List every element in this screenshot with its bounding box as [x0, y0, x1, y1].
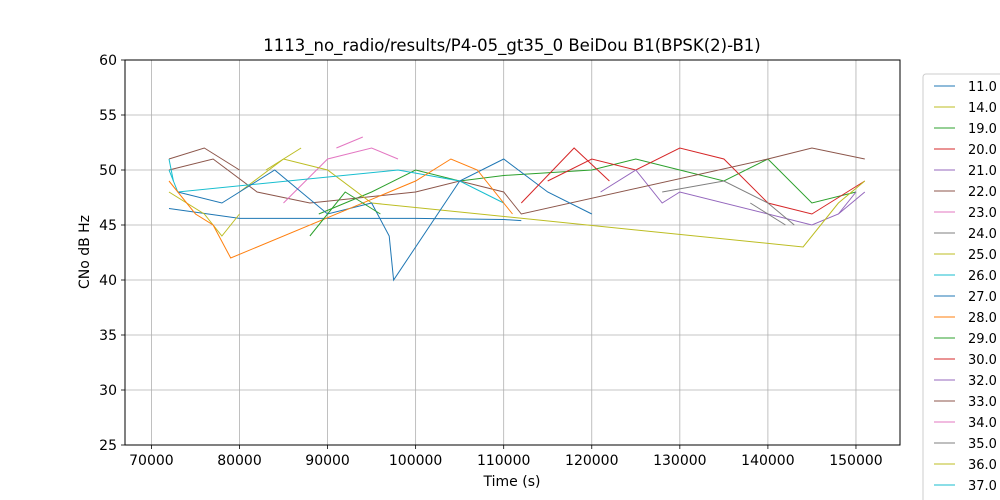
legend-entry-label: 28.0: [968, 311, 997, 326]
series-line-20.0: [547, 147, 866, 215]
legend-entry-label: 22.0: [968, 185, 997, 200]
y-tick-label: 45: [99, 218, 117, 234]
legend: 11.0 14.0 19.0 20.0 21.0 22.0 23.0 24.0 25.0 26.0…: [922, 73, 1000, 500]
legend-entry-label: 35.0: [968, 437, 997, 452]
series-lines: [168, 136, 866, 282]
legend-entry-label: 20.0: [968, 143, 997, 158]
axis-ticks: 70000 80000 90000 100000 110000 120000 130000 1…: [99, 53, 883, 469]
series-line-28.0: [168, 158, 513, 259]
y-tick-label: 55: [99, 108, 117, 124]
series-line-26.0: [168, 169, 504, 204]
legend-entry-label: 14.0: [968, 101, 997, 116]
series-line-21.0: [600, 169, 866, 226]
plot-area: [124, 59, 901, 446]
series-line-23.0: [283, 147, 399, 204]
legend-entry-label: 27.0: [968, 290, 997, 305]
legend-entry-label: 23.0: [968, 206, 997, 221]
y-tick-label: 30: [99, 383, 117, 399]
x-tick-label: 70000: [129, 453, 174, 469]
legend-entry-label: 25.0: [968, 248, 997, 263]
x-tick-label: 150000: [829, 453, 882, 469]
x-tick-label: 110000: [477, 453, 530, 469]
series-line-34.0: [336, 136, 363, 149]
legend-entry-label: 36.0: [968, 458, 997, 473]
legend-entry-label: 33.0: [968, 395, 997, 410]
legend-entry-label: 26.0: [968, 269, 997, 284]
legend-box: [922, 73, 1000, 500]
y-tick-label: 35: [99, 328, 117, 344]
y-tick-label: 50: [99, 163, 117, 179]
series-line-36.0: [265, 147, 302, 171]
series-line-37.0: [168, 158, 174, 182]
x-tick-label: 80000: [217, 453, 262, 469]
series-line-32.0: [838, 191, 857, 215]
grid-lines: [125, 59, 900, 446]
legend-entry-label: 29.0: [968, 332, 997, 347]
series-line-29.0: [309, 191, 381, 237]
legend-entry-label: 34.0: [968, 416, 997, 431]
series-line-27.0: [177, 158, 593, 282]
y-tick-label: 25: [99, 438, 117, 454]
series-line-24.0: [662, 180, 795, 226]
series-line-30.0: [520, 147, 610, 204]
x-tick-label: 100000: [389, 453, 442, 469]
x-axis-label: Time (s): [483, 474, 541, 490]
legend-entry-label: 21.0: [968, 164, 997, 179]
x-tick-label: 130000: [653, 453, 706, 469]
legend-entry-label: 24.0: [968, 227, 997, 242]
legend-entry-label: 19.0: [968, 122, 997, 137]
legend-entry-label: 11.0: [968, 80, 997, 95]
series-line-11.0: [168, 208, 522, 222]
legend-entry-label: 32.0: [968, 374, 997, 389]
y-axis-label: CNo dB Hz: [77, 215, 93, 289]
x-tick-label: 140000: [741, 453, 794, 469]
legend-entry-label: 30.0: [968, 353, 997, 368]
series-line-33.0: [168, 147, 240, 171]
series-line-22.0: [168, 147, 865, 215]
x-tick-label: 120000: [565, 453, 618, 469]
legend-entry-label: 37.0: [968, 479, 997, 494]
series-line-35.0: [750, 202, 786, 226]
y-tick-label: 40: [99, 273, 117, 289]
chart-title: 1113_no_radio/results/P4-05_gt35_0 BeiDo…: [263, 36, 760, 56]
x-tick-label: 90000: [305, 453, 350, 469]
y-tick-label: 60: [99, 53, 117, 69]
